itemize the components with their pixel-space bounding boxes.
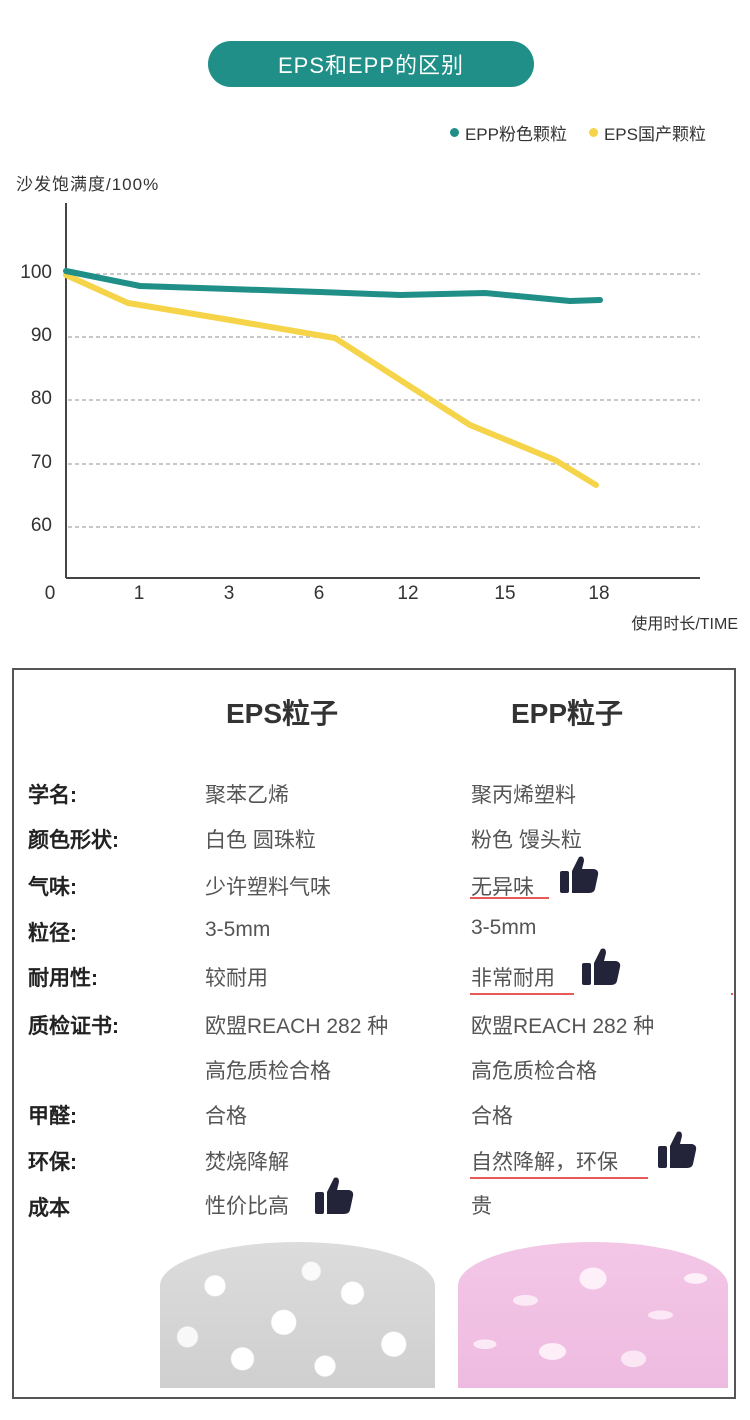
x-tick: 1 (133, 583, 145, 604)
eps-cell: 少许塑料气味 (205, 876, 331, 899)
y-tick: 100 (20, 262, 52, 283)
eps-cell: 高危质检合格 (205, 1060, 331, 1083)
column-header-eps: EPS粒子 (226, 698, 339, 729)
x-tick: 6 (313, 583, 325, 604)
y-tick: 60 (30, 515, 52, 536)
epp-cell: 3-5mm (471, 916, 537, 939)
eps-beads-image (160, 1242, 435, 1388)
chart-legend: EPP粉色颗粒 EPS国产颗粒 (449, 120, 706, 145)
epp-cell: 合格 (471, 1105, 513, 1128)
comparison-table (12, 668, 736, 1399)
row-label-cost: 成本 (28, 1197, 70, 1220)
eps-cell: 聚苯乙烯 (205, 784, 289, 807)
row-label-certificate: 质检证书: (28, 1015, 119, 1038)
thumbs-up-icon (560, 856, 599, 893)
epp-cell: 高危质检合格 (471, 1060, 597, 1083)
epp-cell-highlighted: 自然降解，环保 (471, 1151, 618, 1174)
epp-beads-image (458, 1242, 728, 1388)
line-chart (63, 203, 700, 579)
red-underline (470, 1177, 648, 1179)
row-label-particle-size: 粒径: (28, 922, 77, 945)
epp-cell: 贵 (471, 1195, 492, 1218)
eps-cell: 合格 (205, 1105, 247, 1128)
page-title-pill: EPS和EPP的区别 (208, 41, 534, 87)
red-underline (470, 897, 549, 899)
epp-cell-highlighted: 非常耐用 (471, 967, 555, 990)
legend-item-epp: EPP粉色颗粒 (449, 120, 567, 145)
epp-cell-highlighted: 无异味 (471, 876, 534, 899)
epp-cell: 粉色 馒头粒 (471, 829, 582, 852)
eps-cell: 白色 圆珠粒 (205, 829, 316, 852)
thumbs-up-icon (315, 1177, 354, 1214)
row-label-smell: 气味: (28, 876, 77, 899)
y-axis-label: 沙发饱满度/100% (16, 175, 160, 194)
eps-cell: 焚烧降解 (205, 1151, 289, 1174)
legend-label: EPS国产颗粒 (603, 125, 706, 144)
x-tick: 12 (397, 583, 419, 604)
thumbs-up-icon (582, 948, 621, 985)
eps-series-line (63, 272, 599, 488)
thumbs-up-icon (658, 1131, 697, 1168)
eps-cell: 性价比高 (205, 1195, 289, 1218)
x-tick: 18 (588, 583, 610, 604)
legend-item-eps: EPS国产颗粒 (588, 120, 706, 145)
epp-cell: 聚丙烯塑料 (471, 784, 576, 807)
eps-cell: 欧盟REACH 282 种 (205, 1015, 389, 1038)
red-underline (470, 993, 574, 995)
x-axis-label: 使用时长/TIME (631, 616, 738, 633)
edge-mark (731, 993, 733, 995)
page-title: EPS和EPP的区别 (277, 53, 465, 78)
row-label-formaldehyde: 甲醛: (28, 1105, 77, 1128)
row-label-scientific-name: 学名: (28, 784, 77, 807)
eps-cell: 较耐用 (205, 967, 268, 990)
yellow-dot-icon (588, 128, 598, 137)
epp-series-line (63, 268, 603, 304)
x-tick: 3 (223, 583, 235, 604)
column-header-epp: EPP粒子 (511, 698, 624, 729)
row-label-durability: 耐用性: (28, 967, 98, 990)
y-tick: 80 (30, 388, 52, 409)
legend-label: EPP粉色颗粒 (464, 125, 567, 144)
teal-dot-icon (449, 128, 459, 137)
epp-cell: 欧盟REACH 282 种 (471, 1015, 655, 1038)
y-tick: 90 (30, 325, 52, 346)
y-tick: 70 (30, 452, 52, 473)
row-label-eco: 环保: (28, 1151, 77, 1174)
row-label-color-shape: 颜色形状: (28, 829, 119, 852)
grid-lines (68, 273, 700, 528)
x-tick: 0 (44, 583, 56, 604)
eps-cell: 3-5mm (205, 918, 271, 941)
x-tick: 15 (494, 583, 516, 604)
